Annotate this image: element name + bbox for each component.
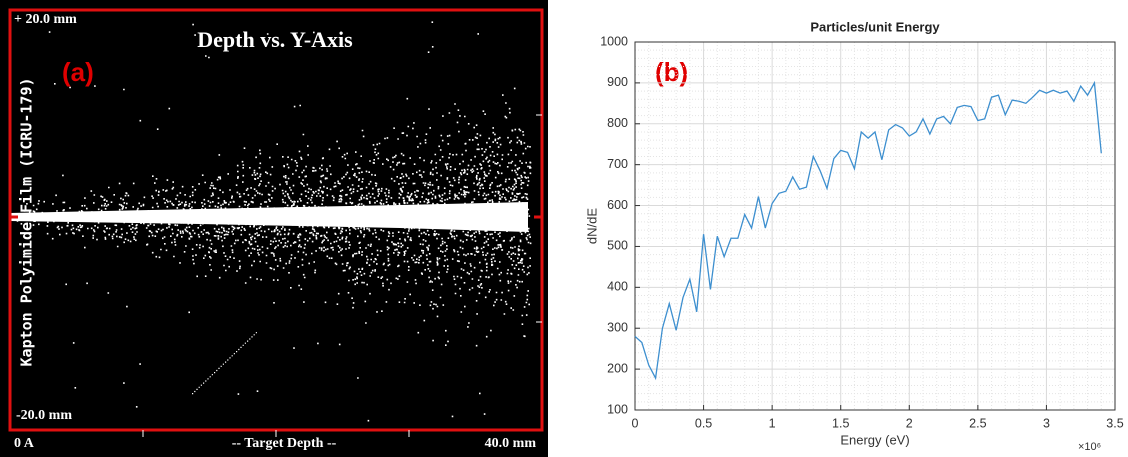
grid [635,42,1115,410]
page: {"panel_a": {"label": "(a)", "title": "D… [0,0,1128,457]
panel-b: Particles/unit Energy (b) dN/dE Energy (… [584,19,1123,452]
y-top-label: + 20.0 mm [14,12,77,27]
y-tick-label: 200 [607,361,628,375]
y-axis-label: Kapton Polyimide Film (ICRU-179) [18,78,36,367]
panel-a-title: Depth vs. Y-Axis [197,27,353,52]
y-axis-title: dN/dE [584,208,599,244]
figure: + 20.0 mm Depth vs. Y-Axis (a) Kapton Po… [0,0,1128,457]
x-multiplier: ×10⁶ [1078,441,1101,453]
panel-b-label: (b) [655,57,688,87]
y-tick-label: 700 [607,157,628,171]
y-tick-label: 300 [607,321,628,335]
x-axis-label: -- Target Depth -- [232,436,337,451]
y-tick-label: 100 [607,402,628,416]
x-tick-label: 1.5 [832,416,849,430]
x-right-label: 40.0 mm [485,436,537,451]
y-tick-label: 900 [607,75,628,89]
x-tick-label: 2.5 [969,416,986,430]
x-tick-label: 0 [632,416,639,430]
x-left-label: 0 A [14,436,35,451]
y-bottom-label: -20.0 mm [16,408,72,423]
y-tick-label: 600 [607,198,628,212]
y-tick-label: 800 [607,116,628,130]
chart-title: Particles/unit Energy [810,19,940,34]
panel-a-label: (a) [62,57,94,87]
x-axis-title: Energy (eV) [840,432,909,447]
x-tick-label: 0.5 [695,416,712,430]
y-tick-label: 1000 [600,34,628,48]
x-tick-label: 3 [1043,416,1050,430]
panel-a: + 20.0 mm Depth vs. Y-Axis (a) Kapton Po… [0,0,548,457]
x-tick-label: 3.5 [1106,416,1123,430]
y-tick-label: 400 [607,280,628,294]
plot-frame [635,42,1115,410]
x-tick-label: 2 [906,416,913,430]
x-tick-label: 1 [769,416,776,430]
y-tick-label: 500 [607,239,628,253]
